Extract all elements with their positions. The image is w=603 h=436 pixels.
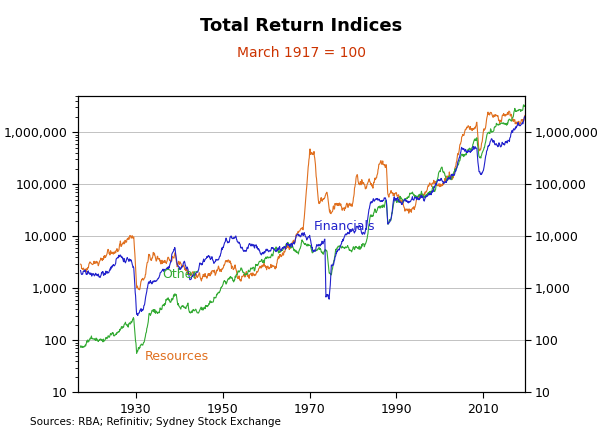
Text: Other: Other — [162, 268, 198, 281]
Text: Resources: Resources — [145, 350, 209, 363]
Text: Sources: RBA; Refinitiv; Sydney Stock Exchange: Sources: RBA; Refinitiv; Sydney Stock Ex… — [30, 417, 281, 427]
Text: March 1917 = 100: March 1917 = 100 — [237, 46, 366, 60]
Text: Total Return Indices: Total Return Indices — [200, 17, 403, 35]
Text: Financials: Financials — [314, 221, 376, 233]
